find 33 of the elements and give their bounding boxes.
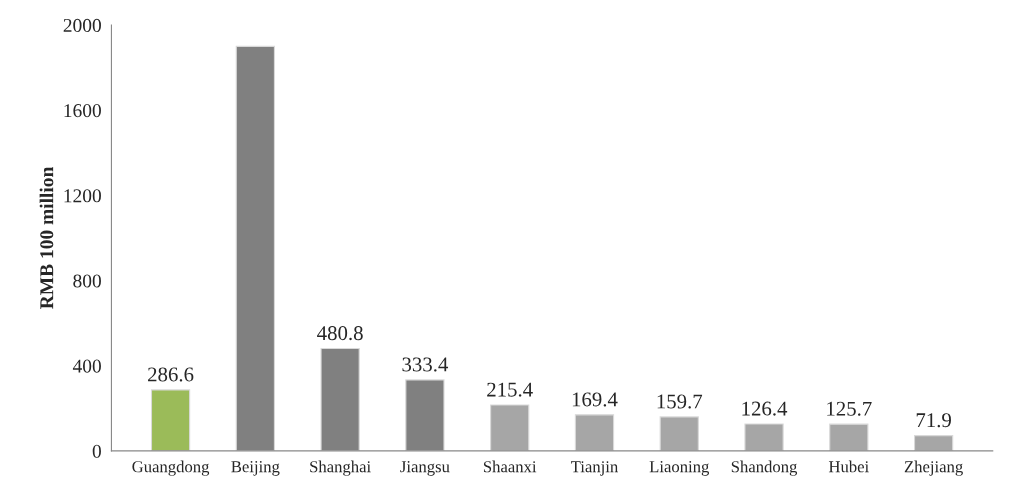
y-tick-label: 800 [73,274,101,288]
x-tick-label: Zhejiang [904,460,963,476]
y-tick-label: 2000 [63,18,101,32]
data-label: 480.8 [317,326,363,341]
data-label: 126.4 [742,401,788,416]
x-tick-label: Tianjin [571,461,618,476]
data-label: 125.7 [827,401,872,416]
bar [574,414,615,451]
x-tick-label: Hubei [828,460,869,473]
x-tick-label: Shandong [731,460,798,476]
bar [744,423,784,451]
bar [490,404,530,451]
bar [150,389,191,451]
data-label: 215.4 [487,382,533,397]
data-label: 159.7 [657,394,703,409]
data-label: 286.6 [148,367,194,382]
y-axis-title: RMB 100 million [39,166,54,309]
x-tick-label: Liaoning [649,461,710,476]
y-tick-label: 1200 [64,189,101,203]
y-tick-label: 400 [72,359,101,373]
x-tick-label: Jiangsu [400,461,450,476]
y-tick-label: 1600 [64,104,101,118]
y-tick-label: 0 [92,444,101,458]
x-tick-label: Beijing [231,461,280,476]
data-label: 333.4 [402,357,449,372]
x-tick-label: Guangdong [132,460,210,476]
data-label: 71.9 [916,413,951,428]
x-tick-label: Shaanxi [483,460,537,473]
x-tick-label: Shanghai [310,460,371,476]
bar [913,435,954,451]
data-label: 169.4 [572,392,618,407]
bar [829,423,869,451]
bar [659,416,699,451]
